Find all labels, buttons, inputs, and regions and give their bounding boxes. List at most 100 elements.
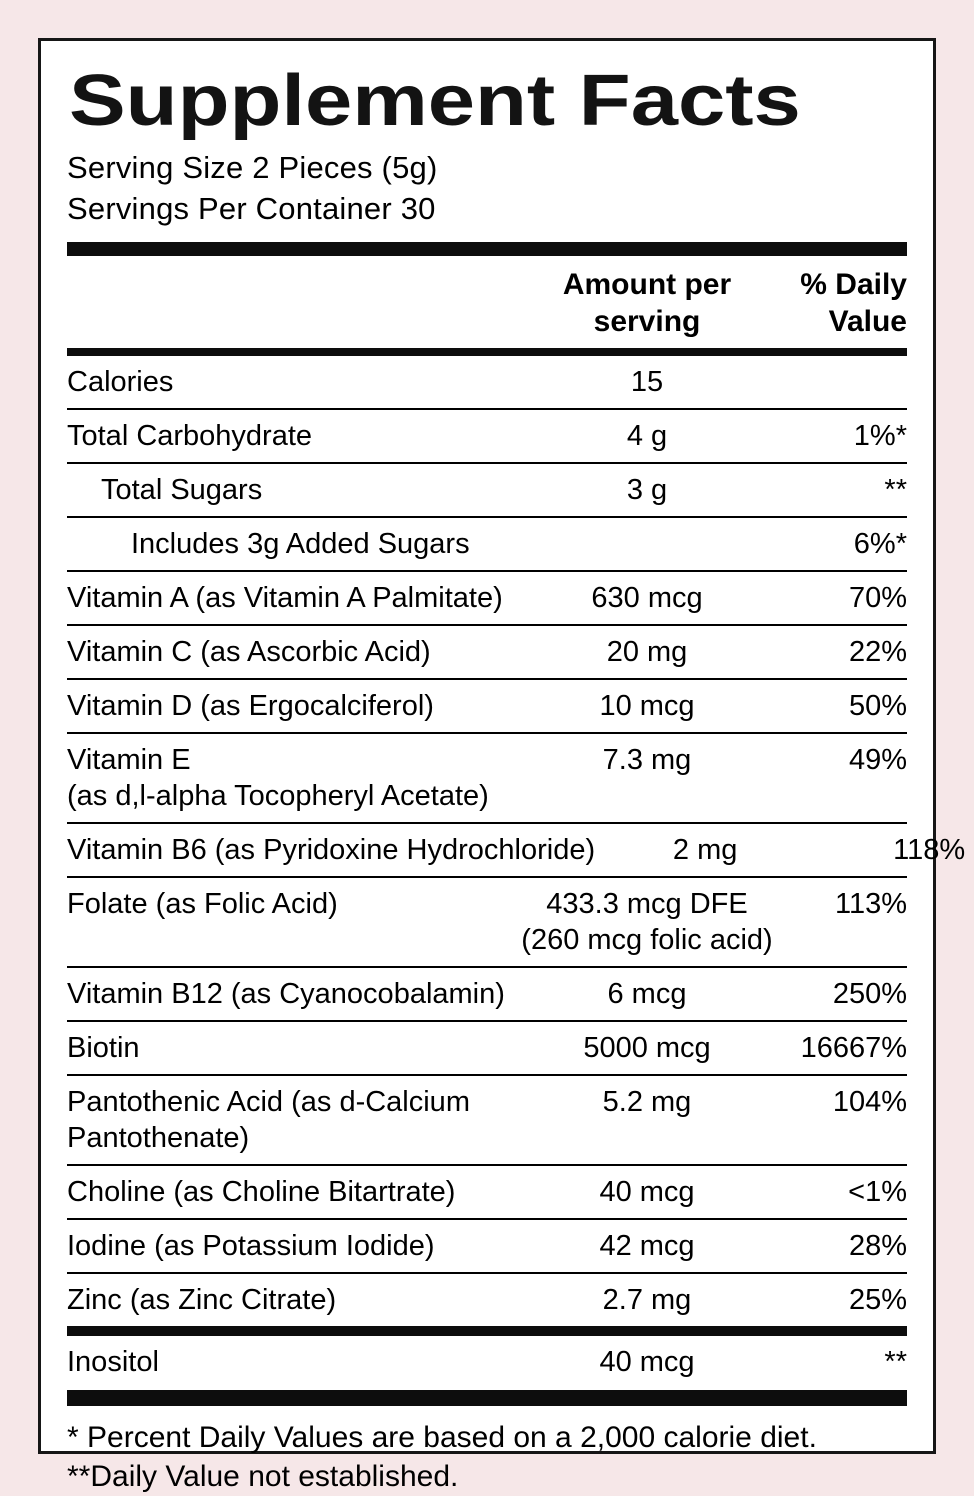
nutrient-name: Calories [67, 364, 537, 400]
row-divider [67, 1164, 907, 1166]
row-divider [67, 732, 907, 734]
nutrient-name-line: Vitamin E [67, 744, 191, 776]
nutrient-row: Includes 3g Added Sugars 6%* [67, 518, 907, 570]
nutrient-amount-line: 5.2 mg [602, 1086, 692, 1118]
nutrient-row: Zinc (as Zinc Citrate) 2.7 mg 25% [67, 1274, 907, 1326]
nutrient-daily-value: 16667% [800, 1032, 907, 1064]
nutrient-name: Inositol [67, 1344, 537, 1380]
nutrient-row: Vitamin C (as Ascorbic Acid) 20 mg 22% [67, 626, 907, 678]
amount-header-line2: serving [593, 305, 701, 338]
nutrient-name-line: Vitamin B12 (as Cyanocobalamin) [67, 978, 505, 1010]
nutrient-name-line: Total Carbohydrate [67, 420, 313, 452]
nutrient-name: Total Sugars [67, 472, 537, 508]
row-divider [67, 1272, 907, 1274]
nutrient-daily-value: ** [884, 474, 907, 506]
nutrient-amount: 3 g [537, 472, 757, 508]
nutrient-name: Folate (as Folic Acid) [67, 886, 537, 922]
nutrient-amount: 5.2 mg [537, 1084, 757, 1120]
nutrient-row: Choline (as Choline Bitartrate) 40 mcg <1% [67, 1166, 907, 1218]
nutrient-amount: 42 mcg [537, 1228, 757, 1264]
nutrient-amount-line: 433.3 mcg DFE [546, 888, 748, 920]
nutrient-row: Calories 15 [67, 356, 907, 408]
percent-daily-value-header: % Daily Value [757, 266, 907, 340]
nutrient-name-line: Calories [67, 366, 174, 398]
row-divider [67, 462, 907, 464]
nutrient-name: Vitamin C (as Ascorbic Acid) [67, 634, 537, 670]
nutrient-row: Total Sugars 3 g ** [67, 464, 907, 516]
supplement-facts-panel: Supplement Facts Serving Size 2 Pieces (… [38, 38, 965, 1493]
serving-size-text: Serving Size 2 Pieces (5g) [67, 150, 438, 185]
nutrient-name: Vitamin B12 (as Cyanocobalamin) [67, 976, 537, 1012]
nutrient-amount: 40 mcg [537, 1344, 757, 1380]
row-divider [67, 570, 907, 572]
nutrient-name-line: Includes 3g Added Sugars [131, 528, 470, 560]
amount-header-line1: Amount per [562, 268, 732, 301]
nutrient-daily-value: 1%* [853, 420, 907, 452]
nutrient-name-line: Choline (as Choline Bitartrate) [67, 1176, 456, 1208]
nutrient-amount: 15 [537, 364, 757, 400]
nutrient-daily-value: 28% [848, 1230, 907, 1262]
nutrient-row: Vitamin D (as Ergocalciferol) 10 mcg 50% [67, 680, 907, 732]
nutrient-name-line: Pantothenic Acid (as d-Calcium [67, 1086, 470, 1118]
nutrient-table: Calories 15 Total Carbohydrate 4 g 1%* Total … [67, 356, 965, 1388]
nutrient-row: Vitamin E (as d,l-alpha Tocopheryl Acetat… [67, 734, 907, 822]
row-divider [67, 1218, 907, 1220]
nutrient-amount-line: 6 mcg [607, 978, 687, 1010]
nutrient-daily-value: 70% [848, 582, 907, 614]
nutrient-name: Biotin [67, 1030, 537, 1066]
row-divider [67, 876, 907, 878]
mid-thick-divider [67, 1326, 907, 1336]
row-divider [67, 966, 907, 968]
row-divider [67, 678, 907, 680]
nutrient-amount: 20 mg [537, 634, 757, 670]
nutrient-amount-line: 4 g [626, 420, 668, 452]
nutrient-amount: 2.7 mg [537, 1282, 757, 1318]
nutrient-amount: 4 g [537, 418, 757, 454]
footnote-dv-not-established: **Daily Value not established. [67, 1460, 459, 1493]
servings-per-container-text: Servings Per Container 30 [67, 191, 436, 226]
nutrient-name-line: Biotin [67, 1032, 140, 1064]
nutrient-amount-line: 630 mcg [591, 582, 703, 614]
nutrient-row: Iodine (as Potassium Iodide) 42 mcg 28% [67, 1220, 907, 1272]
nutrient-amount-line: 20 mg [606, 636, 688, 668]
nutrient-daily-value: 25% [848, 1284, 907, 1316]
nutrient-name: Vitamin B6 (as Pyridoxine Hydrochloride) [67, 832, 595, 868]
nutrient-name-line: Inositol [67, 1346, 159, 1378]
nutrient-name-line: Zinc (as Zinc Citrate) [67, 1284, 337, 1316]
nutrient-name-line2: (as d,l-alpha Tocopheryl Acetate) [67, 780, 489, 812]
nutrient-daily-value: 250% [832, 978, 907, 1010]
dv-header-line2: Value [828, 305, 907, 338]
nutrient-name-line: Vitamin A (as Vitamin A Palmitate) [67, 582, 503, 614]
nutrient-amount: 6 mcg [537, 976, 757, 1012]
row-divider [67, 1020, 907, 1022]
amount-per-serving-header: Amount per serving [537, 266, 757, 340]
nutrient-amount: 7.3 mg [537, 742, 757, 778]
nutrient-daily-value: 6%* [853, 528, 907, 560]
nutrient-amount: 433.3 mcg DFE (260 mcg folic acid) [521, 886, 772, 958]
nutrient-row: Total Carbohydrate 4 g 1%* [67, 410, 907, 462]
header-spacer [67, 266, 537, 340]
nutrient-name-line: Iodine (as Potassium Iodide) [67, 1230, 435, 1262]
nutrient-daily-value: 113% [834, 888, 907, 920]
nutrient-amount: 40 mcg [537, 1174, 757, 1210]
nutrient-row: Vitamin B6 (as Pyridoxine Hydrochloride)… [67, 824, 965, 876]
nutrient-row: Folate (as Folic Acid) 433.3 mcg DFE (260 … [67, 878, 907, 966]
nutrient-name-line: Vitamin C (as Ascorbic Acid) [67, 636, 431, 668]
supplement-facts-title: Supplement Facts [69, 61, 801, 141]
nutrient-amount-line: 42 mcg [599, 1230, 695, 1262]
nutrient-amount-line: 2.7 mg [602, 1284, 692, 1316]
nutrient-name-line: Total Sugars [101, 474, 263, 506]
nutrient-daily-value: 49% [848, 744, 907, 776]
nutrient-name-line: Vitamin D (as Ergocalciferol) [67, 690, 434, 722]
nutrient-name: Vitamin D (as Ergocalciferol) [67, 688, 537, 724]
nutrient-amount-line: 40 mcg [599, 1346, 695, 1378]
nutrient-amount: 5000 mcg [537, 1030, 757, 1066]
nutrient-row: Vitamin A (as Vitamin A Palmitate) 630 mc… [67, 572, 907, 624]
nutrient-row: Biotin 5000 mcg 16667% [67, 1022, 907, 1074]
nutrient-name: Pantothenic Acid (as d-Calcium Pantothena… [67, 1084, 537, 1156]
row-divider [67, 1074, 907, 1076]
nutrient-daily-value: <1% [848, 1176, 907, 1208]
nutrient-amount-line: 7.3 mg [602, 744, 692, 776]
nutrient-amount: 10 mcg [537, 688, 757, 724]
nutrient-daily-value: 22% [848, 636, 907, 668]
